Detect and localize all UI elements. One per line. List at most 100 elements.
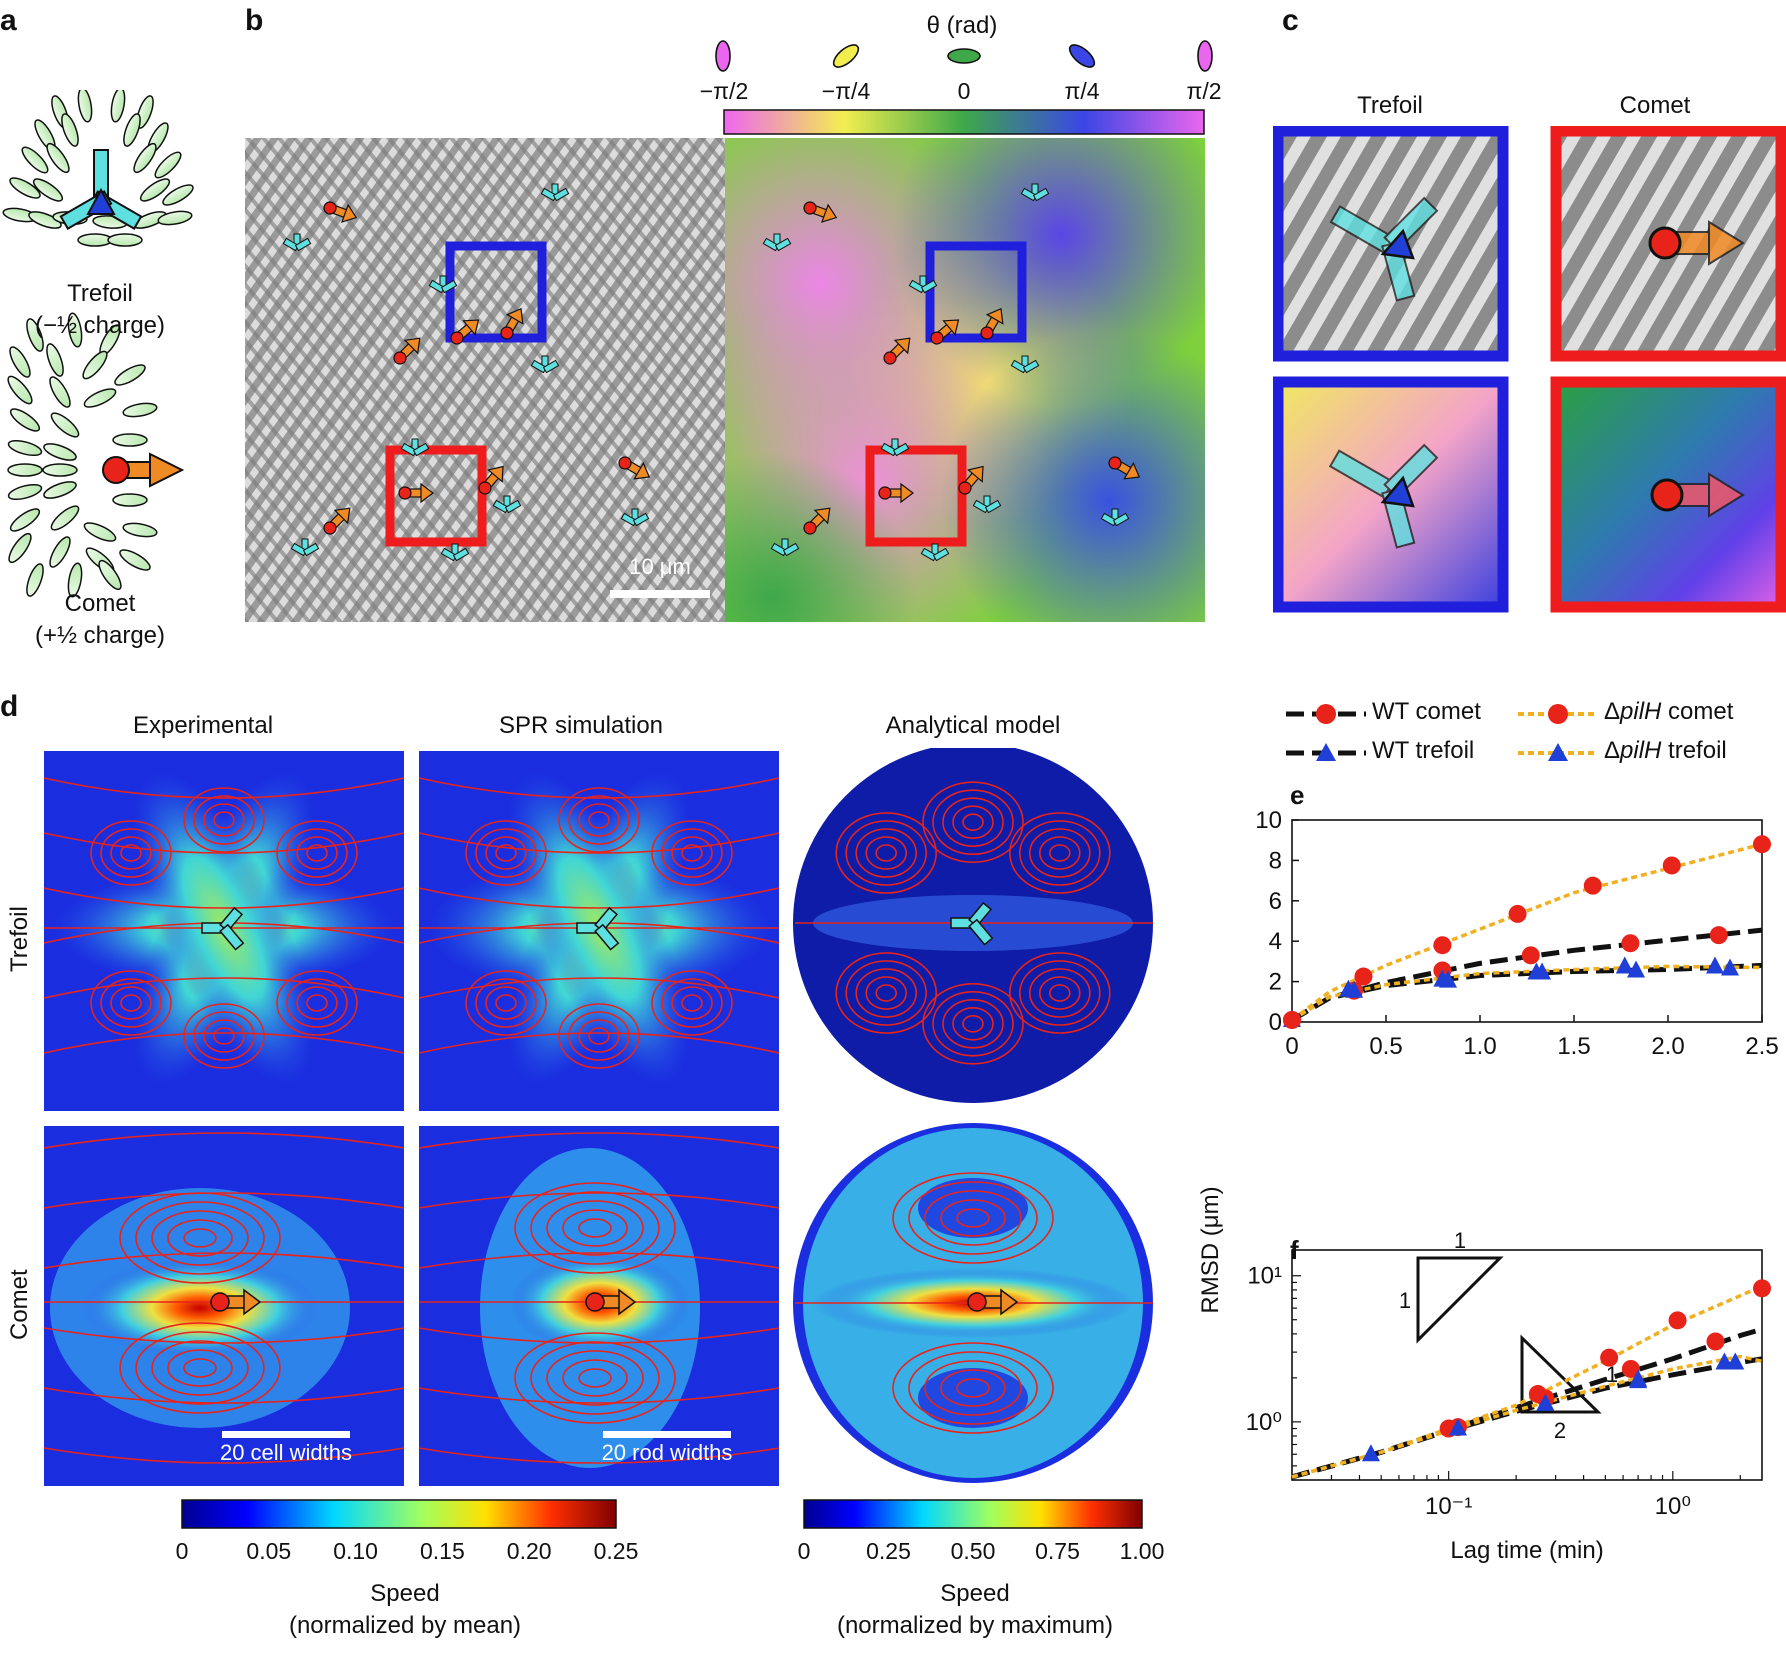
comet-cells (7, 312, 158, 598)
trefoil-highlight-box (445, 241, 547, 343)
legend-label-wt-comet: WT comet (1372, 698, 1481, 725)
trefoil-defect-marker (400, 438, 430, 457)
panel-a-schematics (2, 90, 194, 598)
chart-e-ytick: 8 (1269, 847, 1282, 874)
chart-f-series-line (1291, 1354, 1763, 1479)
slope-label-top: 1 (1454, 1228, 1466, 1253)
colorbar2-tick: 0.25 (866, 1538, 911, 1564)
chart-e-xtick: 0 (1285, 1033, 1298, 1060)
colorbar1-tick: 0.20 (506, 1538, 552, 1564)
trefoil-defect-marker (762, 233, 792, 252)
scale-rod-widths: 20 rod widths (601, 1440, 733, 1465)
colorbar1-tick: 0.10 (333, 1538, 378, 1564)
panel-b-image (245, 138, 1205, 622)
scale-cell-widths: 20 cell widths (219, 1440, 353, 1465)
chart-f-ytick: 10¹ (1247, 1263, 1282, 1290)
panel-c-col-comet: Comet (1619, 92, 1691, 119)
trefoil-defect-marker (290, 538, 320, 557)
chart-e-ytick: 4 (1269, 928, 1282, 955)
panel-label-b: b (245, 4, 264, 37)
data-point-circle (1283, 1010, 1301, 1029)
scale-bar (610, 590, 710, 598)
colorbar1-tick: 0.15 (420, 1538, 465, 1564)
chart-f-series-line (1291, 1326, 1763, 1480)
colorbar1-tick: 0.25 (593, 1538, 639, 1564)
data-point-circle (1600, 1348, 1619, 1367)
data-point-triangle (1448, 1418, 1467, 1436)
panel-d-flowfields (43, 748, 1153, 1486)
data-point-triangle (1339, 979, 1358, 997)
ellipse-icon-neg-pi4 (832, 44, 860, 68)
chart-f-xtick: 10⁻¹ (1425, 1493, 1472, 1520)
data-point-circle (1709, 926, 1728, 945)
chart-ylabel: RMSD (μm) (1197, 1186, 1224, 1313)
scale-bar-label: 10 μm (629, 554, 691, 579)
chart-f-ytick: 10⁰ (1246, 1409, 1282, 1436)
data-point-circle (1753, 1279, 1771, 1298)
panel-label-a: a (0, 4, 17, 37)
data-point-triangle (1527, 962, 1546, 980)
data-point-circle (1521, 946, 1540, 965)
comet-defect-marker (500, 307, 524, 340)
chart-e: 0 2 4 6 8 10 0 0.5 1.0 1.5 2.0 2.5 (1255, 807, 1778, 1060)
trefoil-charge: (−½ charge) (34, 312, 166, 339)
colorbar1-tick: 0 (175, 1538, 189, 1564)
colorbar1-title-line2: (normalized by mean) (288, 1612, 522, 1639)
chart-e-xtick: 1.0 (1463, 1033, 1496, 1060)
comet-charge: (+½ charge) (34, 622, 166, 649)
colorbar2-tick: 0.75 (1035, 1538, 1080, 1564)
d-col-analytical: Analytical model (885, 712, 1061, 739)
chart-e-series-line (1290, 842, 1763, 1022)
trefoil-defect-marker (282, 233, 312, 252)
comet-defect-marker (398, 482, 434, 504)
theta-tick: π/2 (1186, 78, 1222, 104)
panel-label-e: e (1290, 780, 1305, 810)
comet-defect-marker (450, 319, 480, 345)
comet-defect-marker (1108, 456, 1141, 480)
data-point-triangle (1433, 969, 1452, 987)
chart-e-xtick: 0.5 (1369, 1033, 1402, 1060)
trefoil-zoom-icon (1380, 228, 1415, 260)
speed-colorbar-max (803, 1499, 1143, 1529)
chart-f-xtick: 10⁰ (1655, 1493, 1691, 1520)
slope-triangle-2 (1416, 1256, 1504, 1344)
chart-e-ytick: 0 (1269, 1009, 1282, 1036)
theta-tick: 0 (957, 78, 971, 104)
data-point-triangle (1615, 956, 1634, 974)
d-trefoil-icons (201, 901, 994, 951)
panel-c-zooms (1273, 126, 1786, 613)
d-col-spr: SPR simulation (498, 712, 664, 739)
colorbar1-title-line1: Speed (370, 1580, 440, 1607)
comet-zoom-icon (1648, 226, 1682, 260)
trefoil-defect-marker (620, 508, 650, 527)
legend-wt-trefoil (1286, 743, 1366, 761)
trefoil-defect-marker (770, 538, 800, 557)
d-col-experimental: Experimental (132, 712, 274, 739)
data-point-triangle (1706, 956, 1724, 974)
data-point-triangle (1361, 1444, 1380, 1462)
trefoil-defect-marker (1020, 183, 1050, 202)
data-point-triangle (1721, 958, 1740, 976)
colorbar2-tick: 0 (797, 1538, 811, 1564)
orientation-colorbar-title: θ (rad) (926, 12, 998, 39)
chart-e-ytick: 10 (1255, 807, 1282, 834)
charts-ef: 0 2 4 6 8 10 0 0.5 1.0 1.5 2.0 2.5 10⁻¹ 10⁰ 10⁰ 10¹ 1 1 1 2… (1197, 807, 1779, 1564)
comet-defect-marker (930, 319, 960, 345)
chart-e-xtick: 2.0 (1651, 1033, 1684, 1060)
comet-defect-marker (323, 201, 358, 223)
trefoil-defect-marker (440, 543, 470, 562)
colorbar2-title-line2: (normalized by maximum) (836, 1612, 1114, 1639)
orientation-colorbar (715, 40, 1213, 135)
data-point-circle (1753, 835, 1771, 854)
d-comet-icons (210, 1288, 1019, 1316)
colorbar2-title-line1: Speed (940, 1580, 1010, 1607)
data-point-circle (1433, 936, 1452, 955)
data-point-triangle (1715, 1352, 1734, 1370)
chart-e-ytick: 6 (1269, 888, 1282, 915)
panel-c-col-trefoil: Trefoil (1357, 92, 1423, 119)
chart-f: 10⁻¹ 10⁰ 10⁰ 10¹ 1 1 1 2 (1246, 1228, 1771, 1520)
slope-label-right: 1 (1606, 1362, 1618, 1387)
trefoil-defect-marker (530, 355, 560, 374)
data-point-triangle (1629, 1369, 1648, 1387)
trefoil-defect-marker (492, 495, 522, 514)
